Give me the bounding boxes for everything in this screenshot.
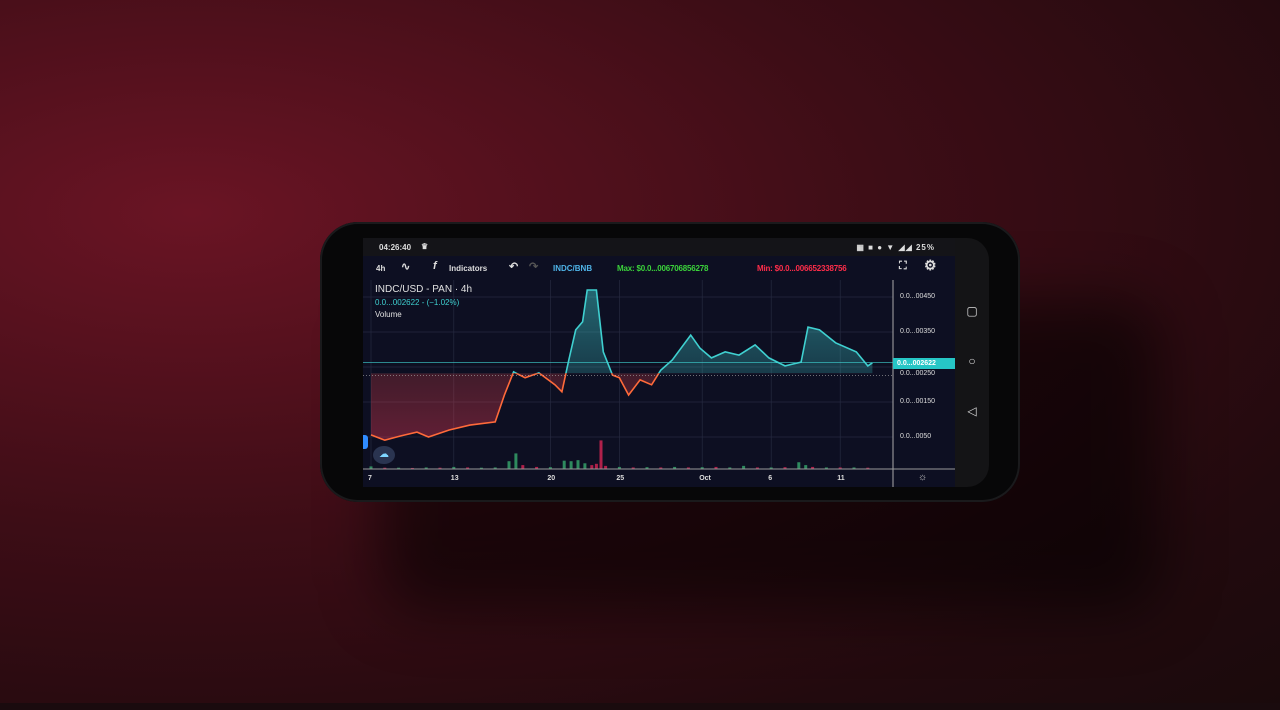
bottom-strip — [0, 703, 1280, 710]
volume-bar — [631, 467, 635, 469]
volume-bar — [673, 466, 677, 469]
wifi-icon: ▼ — [886, 243, 896, 252]
volume-label: Volume — [375, 310, 402, 319]
panel-drag-handle[interactable] — [363, 435, 368, 449]
volume-bar — [617, 466, 621, 469]
image-icon: ■ — [868, 243, 874, 252]
volume-bar — [700, 467, 704, 469]
redo-icon[interactable]: ↷ — [529, 261, 539, 273]
x-tick-label: 25 — [616, 475, 625, 482]
status-icons: ▦ ■ ● ▼ ◢◢ 25% — [856, 243, 935, 252]
min-price: Min: $0.0...006652338756 — [757, 264, 847, 273]
interval-button[interactable]: 4h — [376, 264, 386, 273]
volume-bar — [452, 466, 456, 469]
x-tick-label: Oct — [699, 475, 711, 482]
volume-bar — [383, 467, 387, 469]
undo-icon[interactable]: ↶ — [509, 261, 519, 273]
compare-symbol[interactable]: INDC/BNB — [553, 264, 593, 273]
chart-legend: INDC/USD - PAN · 4h 0.0...002622 - (−1.0… — [375, 284, 472, 322]
settings-gear-icon[interactable]: ⚙ — [924, 257, 937, 273]
axis-settings-icon[interactable]: ☼ — [918, 472, 928, 483]
price-line-up — [512, 289, 873, 374]
volume-bar — [659, 467, 663, 469]
volume-bar — [755, 467, 759, 469]
volume-bar — [594, 463, 598, 469]
volume-bar — [783, 467, 787, 469]
x-tick-label: 7 — [368, 475, 372, 482]
volume-bar — [797, 462, 801, 469]
fullscreen-icon[interactable]: ⛶ — [899, 260, 907, 272]
battery-level: 25% — [915, 243, 935, 252]
cloud-logo-icon[interactable]: ☁ — [373, 446, 395, 464]
back-icon[interactable]: ◁ — [967, 404, 977, 418]
android-nav-bar: ▢ ○ ◁ — [955, 238, 989, 487]
price-chart[interactable] — [363, 238, 955, 487]
dot-icon: ● — [877, 243, 884, 252]
volume-bar — [645, 467, 649, 469]
volume-bar — [769, 467, 773, 469]
volume-bar — [852, 467, 856, 469]
status-time: 04:26:40 — [379, 243, 412, 252]
notification-icon: ▦ — [856, 243, 865, 252]
volume-bar — [838, 467, 842, 469]
indicators-button[interactable]: Indicators — [449, 264, 488, 273]
volume-bar — [804, 465, 808, 469]
volume-bar — [728, 467, 732, 469]
y-tick-label: 0.0...00150 — [900, 398, 936, 405]
volume-bar — [562, 460, 566, 469]
x-tick-label: 11 — [837, 475, 845, 482]
volume-bar — [535, 466, 539, 469]
home-icon[interactable]: ○ — [968, 354, 976, 368]
volume-bar — [397, 467, 401, 469]
max-price: Max: $0.0...006706856278 — [617, 264, 709, 273]
y-tick-label: 0.0...0050 — [900, 433, 932, 440]
symbol-title: INDC/USD - PAN · 4h — [375, 284, 473, 295]
volume-bar — [438, 467, 442, 469]
volume-bar — [521, 465, 525, 469]
area-below-baseline — [371, 373, 659, 441]
y-tick-label: 0.0...00350 — [900, 328, 936, 335]
volume-bar — [824, 467, 828, 469]
volume-bar — [369, 466, 373, 469]
volume-bar — [576, 460, 580, 469]
indicators-icon[interactable]: f — [433, 260, 437, 272]
y-tick-label: 0.0...00250 — [900, 369, 936, 377]
volume-bar — [604, 465, 608, 469]
x-tick-label: 6 — [768, 475, 773, 482]
chart-toolbar: 4h ∿ f Indicators ↶ ↷ INDC/BNB Max: $0.0… — [363, 256, 955, 280]
status-bar: 04:26:40 ♛ ▦ ■ ● ▼ ◢◢ 25% — [363, 238, 955, 256]
volume-bar — [466, 467, 470, 469]
volume-bar — [714, 466, 718, 469]
volume-bar — [424, 467, 428, 469]
volume-bar — [599, 440, 603, 469]
volume-bar — [686, 467, 690, 469]
price-change: 0.0...002622 - (−1.02%) — [375, 298, 460, 307]
volume-bar — [569, 461, 573, 469]
volume-bar — [507, 461, 511, 469]
volume-bar — [811, 466, 815, 469]
area-above-baseline — [371, 290, 873, 374]
volume-bar — [583, 463, 587, 469]
volume-bar — [548, 467, 552, 469]
y-tick-label: 0.0...00450 — [900, 293, 936, 300]
price-line-down — [370, 373, 660, 442]
crown-icon: ♛ — [421, 242, 429, 251]
phone-screen: 04:26:40 ♛ ▦ ■ ● ▼ ◢◢ 25% 4h ∿ f Indicat… — [363, 238, 955, 487]
x-tick-label: 20 — [547, 475, 556, 482]
volume-bar — [493, 467, 497, 469]
volume-bar — [742, 465, 746, 469]
chart-style-icon[interactable]: ∿ — [401, 261, 411, 273]
volume-bar — [410, 467, 414, 469]
volume-bar — [514, 453, 518, 469]
recent-apps-icon[interactable]: ▢ — [966, 304, 978, 318]
volume-bar — [866, 467, 870, 469]
volume-bar — [590, 465, 594, 469]
signal-icon: ◢◢ — [898, 243, 913, 252]
volume-bar — [479, 467, 483, 469]
last-price-tag: 0.0...002622 — [893, 357, 955, 369]
x-tick-label: 13 — [450, 475, 459, 482]
